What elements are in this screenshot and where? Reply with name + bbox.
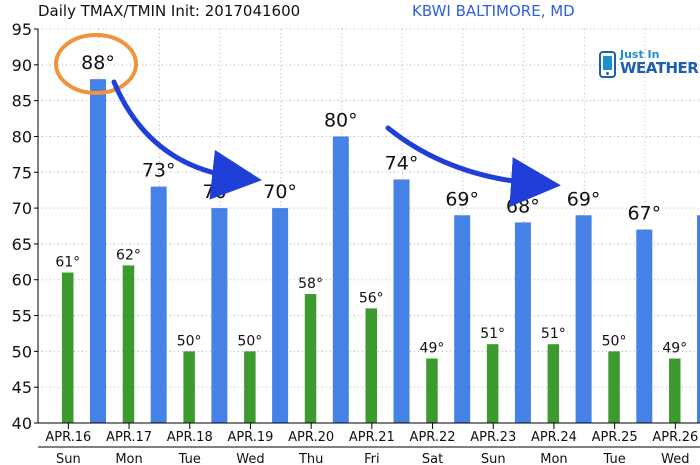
tmax-label: 69° bbox=[445, 188, 479, 210]
y-tick-label: 90 bbox=[12, 56, 32, 75]
station-name: KBWI BALTIMORE, MD bbox=[412, 2, 575, 20]
tmin-label: 51° bbox=[541, 326, 566, 342]
date-label: APR.22 bbox=[410, 430, 456, 445]
tmax-label: 70° bbox=[203, 181, 237, 203]
date-label: APR.26 bbox=[652, 430, 698, 445]
y-tick-label: 60 bbox=[12, 271, 32, 290]
annotations bbox=[54, 33, 561, 207]
tmin-bar bbox=[426, 358, 438, 423]
tmax-bar bbox=[697, 215, 700, 423]
date-label: APR.18 bbox=[167, 430, 213, 445]
date-label: APR.20 bbox=[288, 430, 334, 445]
highlight-circle bbox=[54, 33, 138, 95]
tmin-label: 49° bbox=[662, 341, 687, 357]
tmax-bar bbox=[575, 215, 592, 423]
tmax-bar bbox=[211, 208, 228, 423]
tmin-bar bbox=[62, 272, 74, 423]
tmax-bar bbox=[636, 229, 653, 423]
day-label: Tue bbox=[603, 452, 626, 465]
tmin-bar bbox=[608, 351, 620, 423]
date-label: APR.17 bbox=[106, 430, 152, 445]
logo-text-top: Just In bbox=[620, 48, 660, 61]
tmax-label: 70° bbox=[263, 181, 297, 203]
date-label: APR.21 bbox=[349, 430, 395, 445]
tmin-bar bbox=[365, 308, 377, 423]
day-label: Sat bbox=[422, 452, 443, 465]
tmin-label: 50° bbox=[602, 333, 627, 349]
tmax-label: 67° bbox=[627, 203, 661, 225]
tmin-label: 62° bbox=[116, 247, 141, 263]
day-label: Sun bbox=[481, 452, 506, 465]
tmin-label: 58° bbox=[298, 276, 323, 292]
tmin-bar bbox=[486, 344, 499, 423]
tmin-bar bbox=[304, 294, 317, 423]
day-label: Wed bbox=[661, 452, 689, 465]
tmax-bar bbox=[272, 208, 289, 423]
phone-icon bbox=[599, 51, 616, 78]
tmin-bar bbox=[547, 344, 560, 423]
day-label: Mon bbox=[540, 452, 567, 465]
day-label: Fri bbox=[364, 452, 380, 465]
tmax-label: 68° bbox=[506, 195, 540, 217]
tmax-label: 6 bbox=[699, 188, 700, 210]
just-in-weather-logo: Just In WEATHER bbox=[598, 48, 699, 82]
tmin-bar bbox=[183, 351, 195, 423]
chart-title: Daily TMAX/TMIN Init: 2017041600 bbox=[38, 2, 301, 20]
tmax-bar bbox=[90, 79, 106, 424]
y-tick-label: 75 bbox=[12, 163, 32, 182]
tmin-label: 51° bbox=[480, 326, 505, 342]
date-label: APR.24 bbox=[531, 430, 577, 445]
y-tick-label: 50 bbox=[12, 342, 32, 361]
y-tick-label: 55 bbox=[12, 307, 32, 326]
day-label: Tue bbox=[178, 452, 201, 465]
date-label: APR.16 bbox=[45, 430, 91, 445]
y-tick-label: 85 bbox=[12, 92, 32, 111]
y-tick-label: 80 bbox=[12, 127, 32, 146]
tmin-bar bbox=[244, 351, 256, 423]
day-label: Thu bbox=[298, 452, 323, 465]
tmax-label: 73° bbox=[142, 160, 176, 182]
tmin-label: 61° bbox=[55, 255, 80, 271]
tmin-label: 50° bbox=[237, 333, 262, 349]
tmax-label: 74° bbox=[385, 152, 419, 174]
y-tick-label: 95 bbox=[12, 20, 32, 39]
tmin-label: 49° bbox=[420, 341, 445, 357]
tmax-label: 88° bbox=[81, 52, 115, 74]
date-label: APR.25 bbox=[592, 430, 638, 445]
y-tick-label: 65 bbox=[12, 235, 32, 254]
tmax-bar bbox=[393, 179, 410, 423]
tmax-label: 69° bbox=[567, 188, 601, 210]
axes: 40 45 50 55 60 65 70 75 80 85 90 95 APR.16 Sun APR.17 M… bbox=[12, 20, 700, 465]
tmin-bar bbox=[669, 358, 681, 423]
tmax-bar bbox=[332, 136, 349, 424]
date-label: APR.19 bbox=[227, 430, 273, 445]
tmax-bar bbox=[454, 215, 471, 423]
y-tick-label: 40 bbox=[12, 414, 32, 433]
tmax-bar bbox=[150, 186, 167, 423]
y-tick-label: 70 bbox=[12, 199, 32, 218]
tmax-bar bbox=[514, 222, 531, 423]
tmin-bar bbox=[122, 265, 135, 423]
trend-arrow bbox=[111, 79, 262, 200]
tmax-label: 80° bbox=[324, 109, 358, 131]
day-label: Wed bbox=[236, 452, 264, 465]
date-label: APR.23 bbox=[470, 430, 516, 445]
tmin-label: 56° bbox=[359, 290, 384, 306]
tmin-label: 50° bbox=[177, 333, 202, 349]
day-label: Sun bbox=[56, 452, 81, 465]
bars bbox=[62, 79, 700, 424]
y-tick-label: 45 bbox=[12, 378, 32, 397]
trend-arrow bbox=[385, 125, 561, 207]
logo-text-bottom: WEATHER bbox=[620, 59, 699, 77]
day-label: Mon bbox=[115, 452, 142, 465]
